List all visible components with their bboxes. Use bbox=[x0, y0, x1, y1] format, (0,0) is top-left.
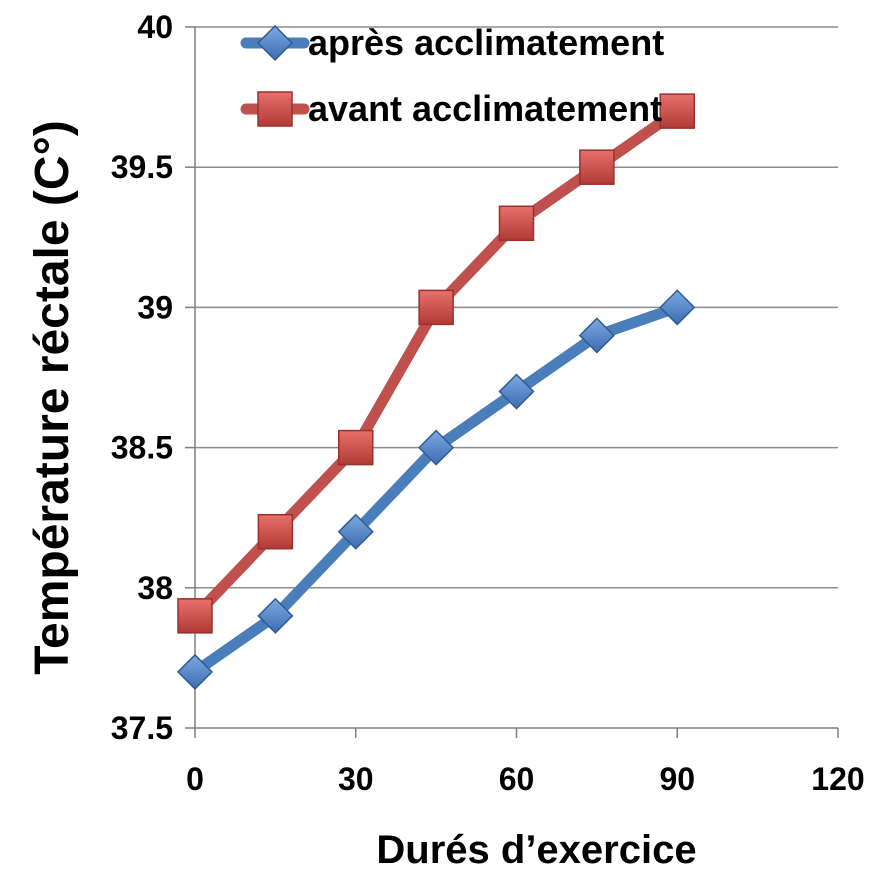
legend-marker bbox=[257, 91, 293, 127]
data-point-marker bbox=[257, 597, 294, 634]
y-tick-label: 37.5 bbox=[111, 710, 173, 746]
y-tick-label: 40 bbox=[137, 9, 173, 45]
data-point-marker bbox=[578, 317, 615, 354]
legend: après acclimatement avant acclimatement bbox=[240, 22, 664, 129]
legend-label: avant acclimatement bbox=[308, 88, 662, 129]
x-tick-label: 60 bbox=[499, 761, 535, 797]
data-point-marker bbox=[498, 373, 535, 410]
data-point-marker bbox=[337, 513, 374, 550]
series-group bbox=[177, 93, 695, 634]
legend-marker bbox=[256, 24, 294, 62]
y-axis-title: Température réctale (C°) bbox=[26, 120, 79, 674]
data-point-marker bbox=[659, 93, 695, 129]
data-point-marker bbox=[418, 289, 454, 326]
data-point-marker bbox=[338, 429, 374, 466]
data-point-marker bbox=[418, 429, 455, 466]
y-tick-label: 38.5 bbox=[111, 430, 173, 466]
data-point-marker bbox=[579, 149, 615, 185]
data-point-marker bbox=[177, 598, 213, 634]
series-group bbox=[176, 289, 696, 690]
data-point-marker bbox=[498, 205, 535, 242]
y-tick-label: 38 bbox=[137, 570, 173, 606]
data-point-marker bbox=[257, 513, 294, 550]
x-axis-title: Durés d’exercice bbox=[376, 828, 696, 872]
data-point-marker bbox=[659, 289, 696, 326]
series bbox=[176, 93, 696, 690]
y-tick-label: 39.5 bbox=[111, 149, 173, 185]
x-tick-label: 30 bbox=[338, 761, 374, 797]
y-tick-label: 39 bbox=[137, 289, 173, 325]
legend-entry: après acclimatement bbox=[240, 22, 664, 63]
legend-label: après acclimatement bbox=[308, 22, 664, 63]
x-tick-label: 120 bbox=[811, 761, 864, 797]
legend-entry: avant acclimatement bbox=[240, 88, 662, 129]
x-tick-label: 90 bbox=[659, 761, 695, 797]
data-point-marker bbox=[176, 653, 214, 690]
x-tick-label: 0 bbox=[186, 761, 204, 797]
axes: 37.5 38 38.5 39 39.5 40 0 30 60 90 120 bbox=[111, 9, 865, 797]
gridlines bbox=[195, 26, 838, 589]
